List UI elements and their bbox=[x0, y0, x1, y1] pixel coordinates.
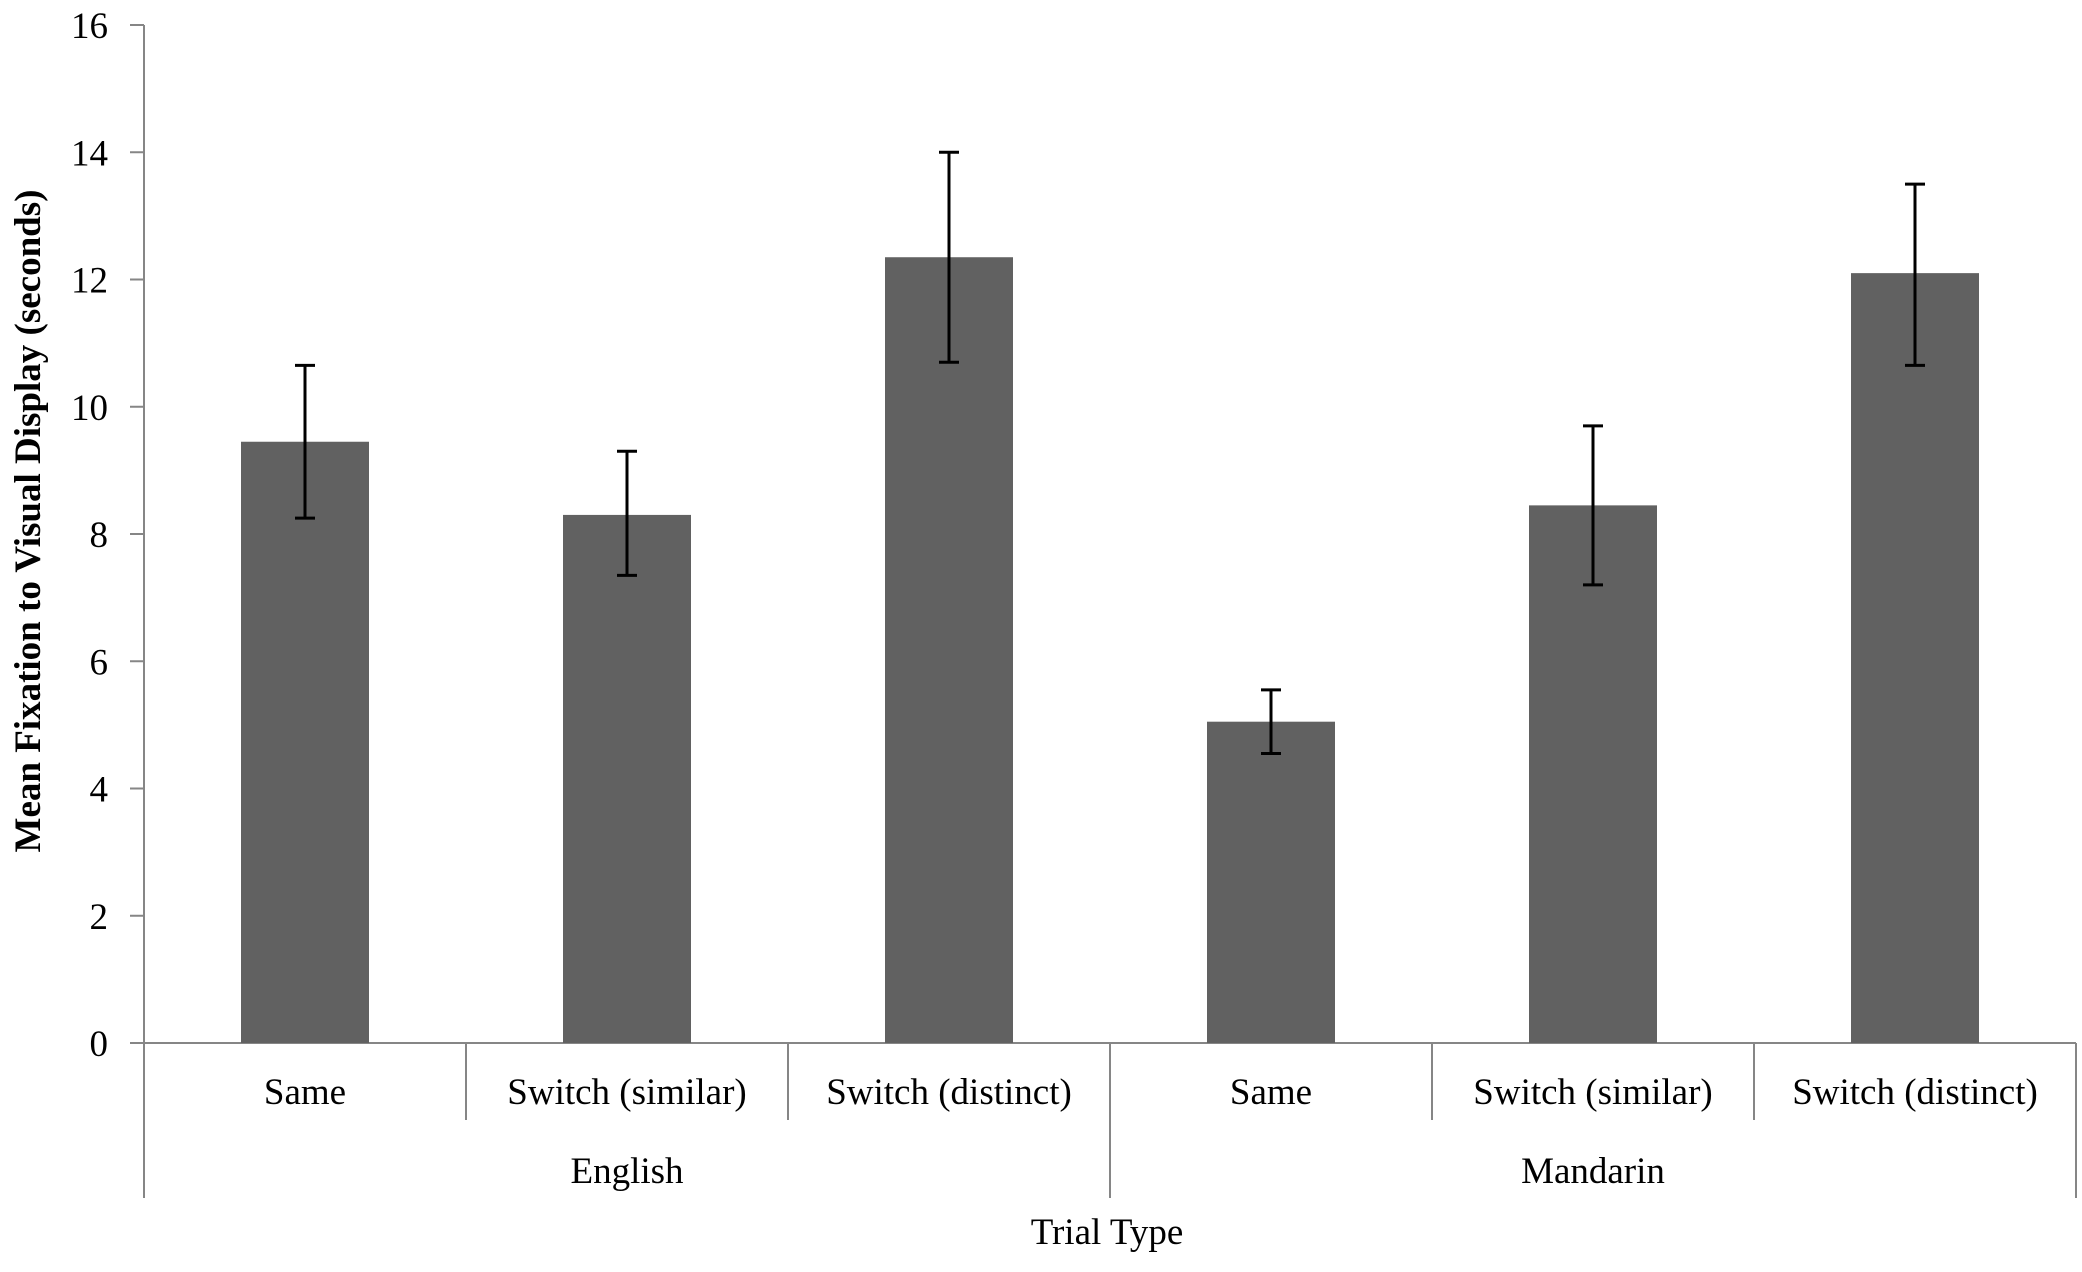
category-label: Switch (distinct) bbox=[826, 1072, 1072, 1113]
y-tick-label: 10 bbox=[71, 388, 108, 429]
bar bbox=[1851, 273, 1979, 1043]
y-tick-label: 8 bbox=[90, 515, 109, 556]
y-tick-label: 2 bbox=[90, 897, 109, 938]
category-label: Same bbox=[1230, 1072, 1312, 1113]
bar bbox=[241, 441, 369, 1043]
category-label: Switch (similar) bbox=[507, 1072, 746, 1113]
bar bbox=[1529, 505, 1657, 1043]
y-tick-label: 4 bbox=[90, 770, 109, 811]
category-label: Switch (distinct) bbox=[1792, 1072, 2038, 1113]
group-label: English bbox=[570, 1151, 684, 1192]
bar bbox=[563, 514, 691, 1043]
group-label: Mandarin bbox=[1521, 1151, 1665, 1192]
y-tick-label: 6 bbox=[90, 642, 109, 683]
y-tick-label: 0 bbox=[90, 1024, 109, 1065]
category-label: Same bbox=[264, 1072, 346, 1113]
category-label: Switch (similar) bbox=[1473, 1072, 1712, 1113]
y-tick-label: 16 bbox=[71, 6, 108, 47]
x-axis-title: Trial Type bbox=[1031, 1212, 1184, 1253]
y-tick-label: 12 bbox=[71, 261, 108, 302]
bar bbox=[885, 257, 1013, 1043]
y-tick-label: 14 bbox=[71, 133, 108, 174]
bar bbox=[1207, 721, 1335, 1043]
y-axis-title: Mean Fixation to Visual Display (seconds… bbox=[8, 190, 49, 853]
